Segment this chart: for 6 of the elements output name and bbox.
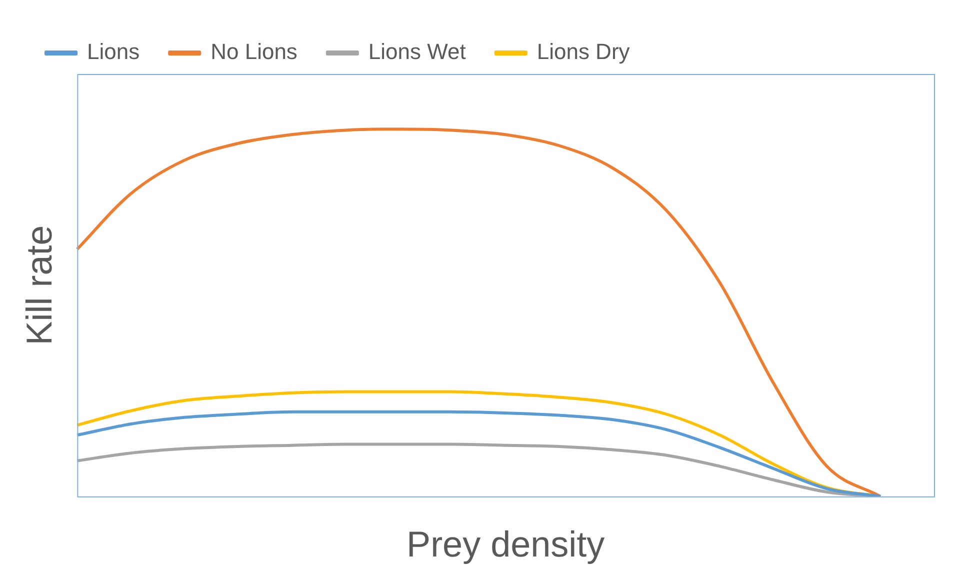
- legend-label: Lions Dry: [536, 39, 630, 64]
- legend-label: Lions Wet: [368, 39, 466, 64]
- legend-label: Lions: [87, 39, 140, 64]
- y-axis-title: Kill rate: [18, 225, 60, 346]
- legend-label: No Lions: [210, 39, 298, 64]
- x-axis-title: Prey density: [406, 523, 605, 564]
